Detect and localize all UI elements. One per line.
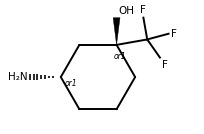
Text: OH: OH xyxy=(118,6,134,16)
Text: F: F xyxy=(171,29,176,39)
Text: or1: or1 xyxy=(114,53,126,62)
Text: H₂N: H₂N xyxy=(8,72,27,82)
Text: F: F xyxy=(141,5,146,15)
Polygon shape xyxy=(113,18,120,45)
Text: F: F xyxy=(162,59,168,70)
Text: or1: or1 xyxy=(64,79,77,88)
